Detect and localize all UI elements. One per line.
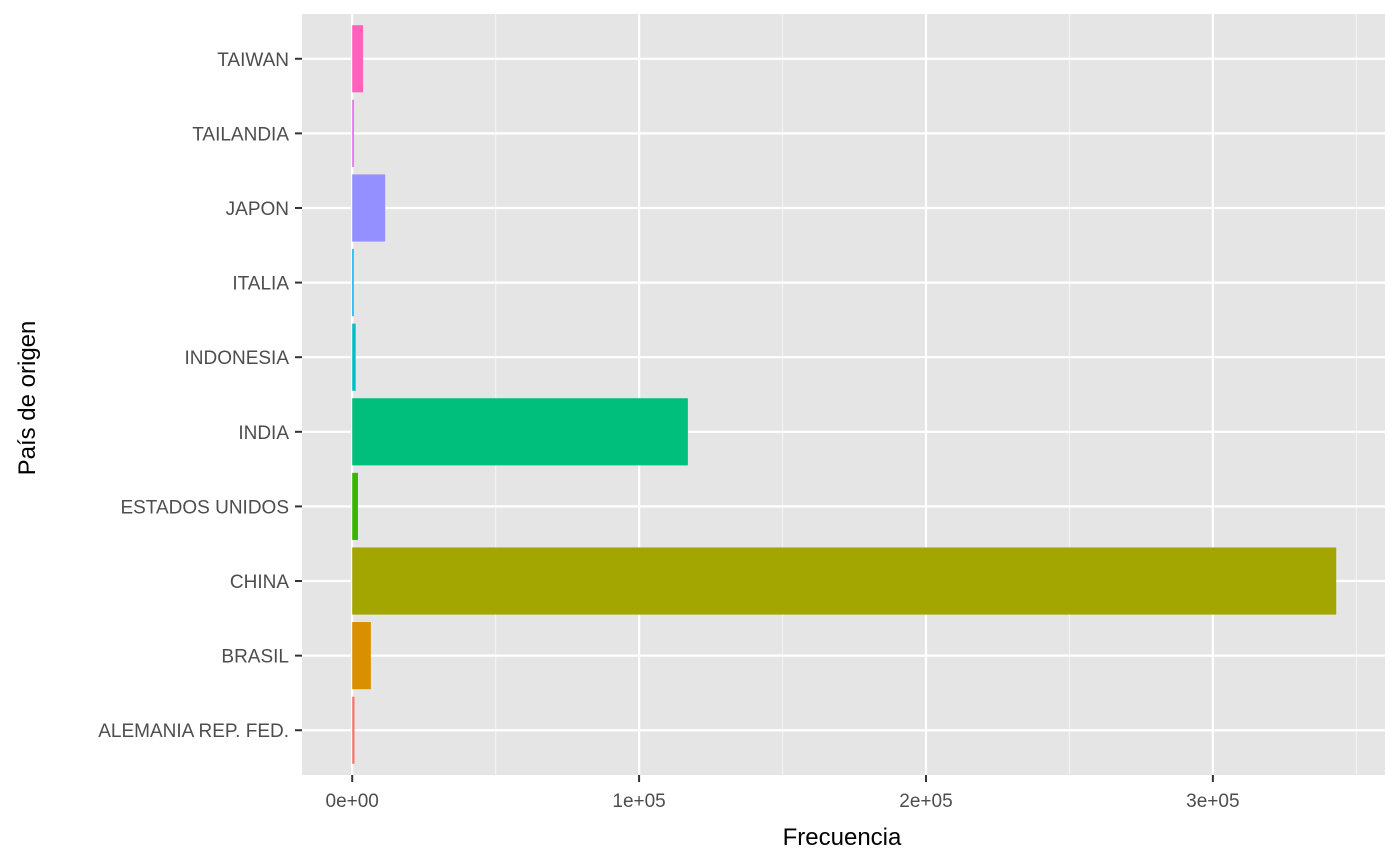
- bar: [352, 696, 355, 764]
- bar: [352, 323, 356, 391]
- bar: [352, 174, 386, 242]
- y-tick-label: BRASIL: [221, 647, 289, 668]
- y-tick-label: TAIWAN: [217, 50, 289, 71]
- y-tick-label: TAILANDIA: [192, 124, 289, 145]
- bar: [352, 622, 371, 690]
- y-tick-label: INDONESIA: [184, 348, 289, 369]
- x-tick-label: 3e+05: [1186, 791, 1239, 812]
- bar: [352, 472, 358, 540]
- bar: [352, 547, 1337, 615]
- y-tick-label: JAPON: [226, 199, 289, 220]
- plot-panel: [302, 14, 1385, 775]
- bar: [352, 25, 364, 93]
- y-axis: ALEMANIA REP. FED. BRASIL CHINA ESTADOS UNI…: [98, 50, 302, 742]
- x-tick-label: 2e+05: [899, 791, 952, 812]
- bar: [352, 398, 688, 466]
- x-axis: 0e+00 1e+05 2e+05 3e+05: [326, 775, 1240, 812]
- bar: [352, 249, 354, 317]
- minor-gridlines: [495, 14, 1357, 775]
- x-tick-label: 0e+00: [326, 791, 379, 812]
- x-tick-label: 1e+05: [612, 791, 665, 812]
- bar: [352, 99, 354, 167]
- x-axis-title: Frecuencia: [783, 824, 902, 851]
- y-tick-label: ALEMANIA REP. FED.: [98, 721, 289, 742]
- bars: [352, 25, 1337, 764]
- y-tick-label: ITALIA: [232, 274, 289, 295]
- y-axis-title: País de origen: [14, 321, 41, 476]
- y-tick-label: INDIA: [238, 423, 289, 444]
- y-tick-label: CHINA: [230, 572, 289, 593]
- y-tick-label: ESTADOS UNIDOS: [120, 497, 289, 518]
